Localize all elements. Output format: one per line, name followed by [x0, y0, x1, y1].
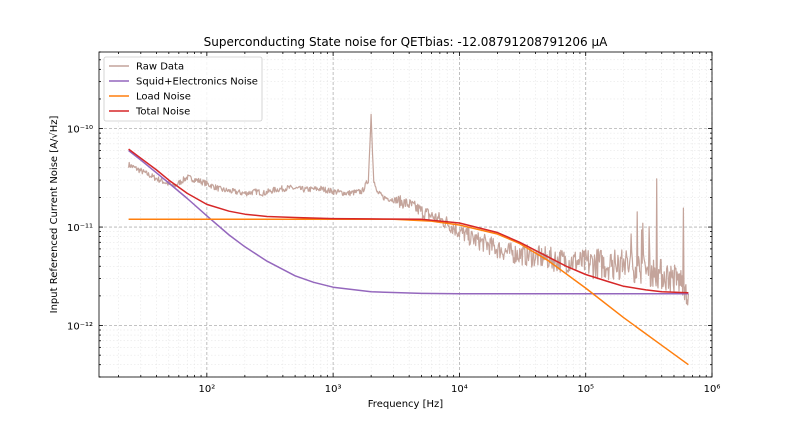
legend-label-load-noise: Load Noise — [136, 92, 191, 103]
plot-frame — [98, 51, 713, 378]
chart-title: Superconducting State noise for QETbias:… — [204, 35, 608, 49]
y-tick-label: 10⁻¹⁰ — [67, 125, 93, 136]
legend-label-total-noise: Total Noise — [135, 107, 190, 118]
x-axis-label: Frequency [Hz] — [368, 399, 444, 410]
x-tick-label: 10⁵ — [577, 384, 594, 395]
legend-label-raw-data: Raw Data — [136, 62, 184, 73]
axis-ticks: 10² 10³ 10⁴ 10⁵ 10⁶ 10⁻¹² 10⁻¹¹ 10⁻¹⁰ — [67, 51, 721, 395]
y-axis-label: Input Referenced Current Noise [A/√Hz] — [49, 116, 60, 314]
x-tick-label: 10² — [198, 384, 215, 395]
series-line-raw-data — [128, 113, 689, 306]
series-lines — [128, 113, 689, 366]
x-tick-label: 10⁶ — [704, 384, 721, 395]
y-tick-label: 10⁻¹² — [67, 322, 93, 333]
x-tick-label: 10³ — [325, 384, 342, 395]
series-line-total-noise — [128, 148, 689, 294]
y-tick-label: 10⁻¹¹ — [67, 223, 93, 234]
series-line-load-noise — [128, 218, 689, 366]
legend: Raw Data Squid+Electronics Noise Load Nois… — [103, 56, 263, 122]
x-tick-label: 10⁴ — [451, 384, 468, 395]
legend-label-squid-electronics-noise: Squid+Electronics Noise — [136, 77, 258, 88]
legend-box — [103, 56, 263, 122]
series-line-squid-electronics-noise — [128, 149, 689, 295]
